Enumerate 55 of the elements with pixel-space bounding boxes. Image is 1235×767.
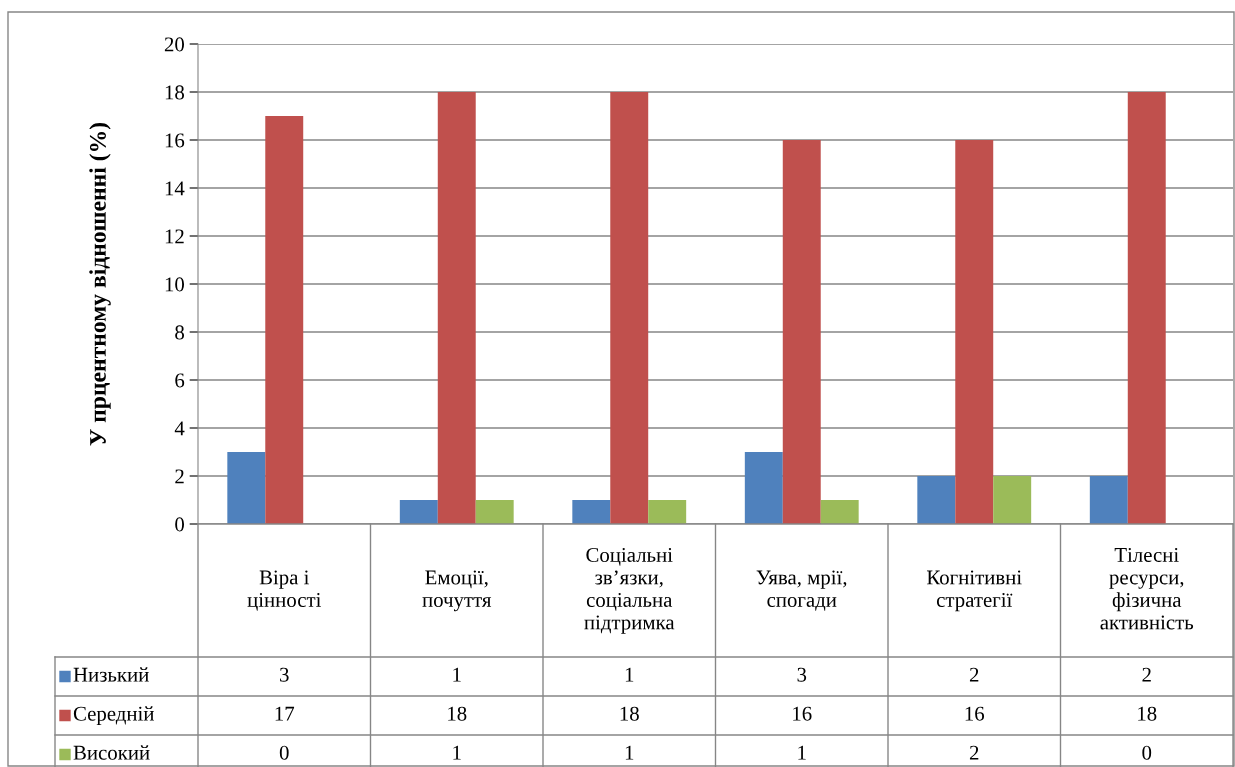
data-label: 16 — [965, 706, 985, 721]
y-tick-label: 18 — [165, 85, 185, 100]
data-label: 1 — [453, 745, 461, 760]
data-label: 0 — [1142, 745, 1152, 760]
y-tick-label: 8 — [175, 325, 185, 340]
data-label: 3 — [797, 667, 807, 682]
legend-label: Середній — [73, 706, 154, 725]
bar — [1127, 92, 1166, 524]
y-tick-label: 10 — [165, 277, 185, 292]
bar — [917, 476, 956, 524]
bar — [399, 500, 438, 524]
y-tick-label: 0 — [175, 517, 185, 532]
x-tick-label: Віра і цінності — [247, 570, 322, 611]
data-label: 1 — [625, 667, 634, 682]
data-label: 16 — [793, 706, 812, 721]
x-tick-label: Уява, мрії, спогади — [756, 570, 847, 611]
data-label: 3 — [280, 667, 289, 682]
y-tick-label: 20 — [164, 37, 185, 52]
data-label: 2 — [969, 667, 979, 682]
bar — [265, 116, 304, 524]
bar — [820, 500, 859, 524]
data-label: 2 — [969, 745, 979, 760]
y-tick-label: 16 — [165, 133, 185, 148]
data-label: 17 — [275, 706, 295, 721]
y-tick-label: 12 — [165, 229, 184, 244]
x-tick-label: Соціальні зв’язки, соціальна підтримка — [584, 547, 675, 634]
data-label: 1 — [625, 745, 634, 760]
data-label: 1 — [798, 745, 806, 760]
bar — [1089, 476, 1128, 524]
x-tick-label: Когнітивні стратегії — [926, 570, 1022, 612]
data-label: 18 — [620, 706, 639, 721]
x-tick-label: Емоції, почуття — [422, 570, 492, 612]
data-label: 18 — [1138, 706, 1157, 721]
data-label: 0 — [279, 745, 289, 760]
bar — [648, 500, 687, 524]
y-axis-title: У прцентному відношенні (%) — [89, 123, 111, 446]
legend-label: Високий — [73, 745, 150, 760]
y-tick-label: 6 — [175, 373, 185, 388]
x-tick-label: Тілесні ресурси, фізична активність — [1100, 547, 1194, 630]
bar — [227, 452, 266, 524]
legend-label: Низький — [73, 667, 149, 682]
bar — [475, 500, 514, 524]
bar — [744, 452, 783, 524]
bar — [610, 92, 649, 524]
bar — [993, 476, 1032, 524]
data-label: 1 — [453, 667, 461, 682]
bar — [572, 500, 611, 524]
bar — [955, 140, 994, 524]
bar — [437, 92, 476, 524]
data-label: 2 — [1142, 667, 1151, 682]
data-label: 18 — [448, 706, 467, 721]
y-tick-label: 4 — [174, 421, 185, 436]
y-tick-label: 2 — [175, 469, 184, 484]
bar — [782, 140, 821, 524]
y-tick-label: 14 — [165, 181, 185, 196]
